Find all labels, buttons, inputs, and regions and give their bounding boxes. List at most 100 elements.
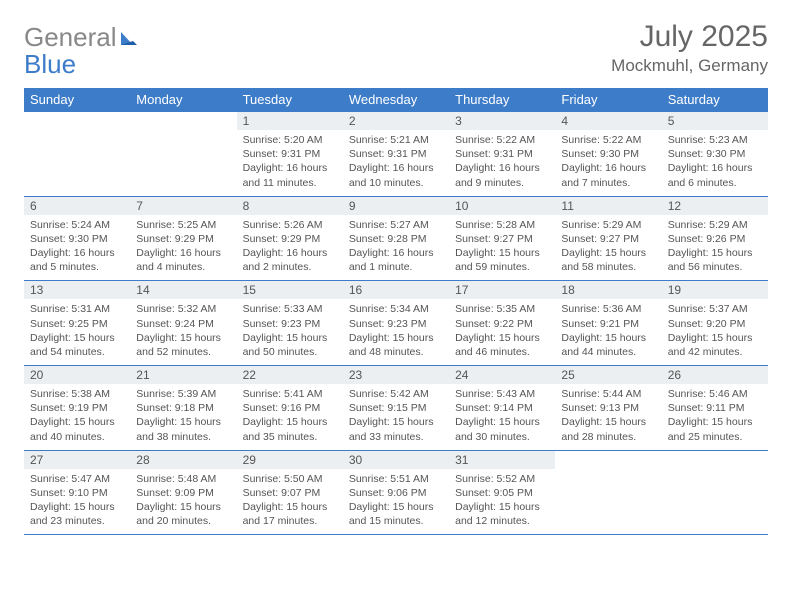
sunset-line: Sunset: 9:30 PM [561, 148, 639, 160]
calendar-day-cell [555, 450, 661, 534]
day-body: Sunrise: 5:26 AMSunset: 9:29 PMDaylight:… [237, 215, 343, 281]
day-number [555, 451, 661, 469]
daylight-line: Daylight: 16 hours and 5 minutes. [30, 247, 115, 273]
day-number: 5 [662, 112, 768, 130]
calendar-week-row: 6Sunrise: 5:24 AMSunset: 9:30 PMDaylight… [24, 196, 768, 281]
dow-header-row: SundayMondayTuesdayWednesdayThursdayFrid… [24, 88, 768, 112]
daylight-line: Daylight: 15 hours and 25 minutes. [668, 416, 753, 442]
calendar-day-cell: 22Sunrise: 5:41 AMSunset: 9:16 PMDayligh… [237, 366, 343, 451]
calendar-day-cell: 1Sunrise: 5:20 AMSunset: 9:31 PMDaylight… [237, 112, 343, 197]
sunset-line: Sunset: 9:14 PM [455, 402, 533, 414]
daylight-line: Daylight: 15 hours and 30 minutes. [455, 416, 540, 442]
calendar-day-cell: 4Sunrise: 5:22 AMSunset: 9:30 PMDaylight… [555, 112, 661, 197]
title-block: July 2025 Mockmuhl, Germany [611, 20, 768, 76]
day-body: Sunrise: 5:35 AMSunset: 9:22 PMDaylight:… [449, 299, 555, 365]
daylight-line: Daylight: 15 hours and 20 minutes. [136, 501, 221, 527]
day-number: 8 [237, 197, 343, 215]
calendar-day-cell: 16Sunrise: 5:34 AMSunset: 9:23 PMDayligh… [343, 281, 449, 366]
sunset-line: Sunset: 9:22 PM [455, 318, 533, 330]
daylight-line: Daylight: 15 hours and 58 minutes. [561, 247, 646, 273]
sunset-line: Sunset: 9:11 PM [668, 402, 745, 414]
sunrise-line: Sunrise: 5:22 AM [561, 134, 641, 146]
day-body [24, 130, 130, 188]
calendar-day-cell: 29Sunrise: 5:50 AMSunset: 9:07 PMDayligh… [237, 450, 343, 534]
calendar-day-cell: 18Sunrise: 5:36 AMSunset: 9:21 PMDayligh… [555, 281, 661, 366]
calendar-day-cell: 8Sunrise: 5:26 AMSunset: 9:29 PMDaylight… [237, 196, 343, 281]
sunset-line: Sunset: 9:26 PM [668, 233, 746, 245]
day-number: 30 [343, 451, 449, 469]
dow-header: Monday [130, 88, 236, 112]
sunset-line: Sunset: 9:20 PM [668, 318, 746, 330]
calendar-day-cell: 28Sunrise: 5:48 AMSunset: 9:09 PMDayligh… [130, 450, 236, 534]
sunrise-line: Sunrise: 5:31 AM [30, 303, 110, 315]
daylight-line: Daylight: 15 hours and 59 minutes. [455, 247, 540, 273]
daylight-line: Daylight: 16 hours and 10 minutes. [349, 162, 434, 188]
sunset-line: Sunset: 9:28 PM [349, 233, 427, 245]
sunrise-line: Sunrise: 5:23 AM [668, 134, 748, 146]
calendar-day-cell: 17Sunrise: 5:35 AMSunset: 9:22 PMDayligh… [449, 281, 555, 366]
logo: General Blue [24, 24, 139, 78]
day-body: Sunrise: 5:20 AMSunset: 9:31 PMDaylight:… [237, 130, 343, 196]
sunset-line: Sunset: 9:13 PM [561, 402, 639, 414]
calendar-day-cell: 6Sunrise: 5:24 AMSunset: 9:30 PMDaylight… [24, 196, 130, 281]
daylight-line: Daylight: 15 hours and 17 minutes. [243, 501, 328, 527]
day-body: Sunrise: 5:46 AMSunset: 9:11 PMDaylight:… [662, 384, 768, 450]
dow-header: Thursday [449, 88, 555, 112]
sunset-line: Sunset: 9:29 PM [136, 233, 214, 245]
daylight-line: Daylight: 15 hours and 54 minutes. [30, 332, 115, 358]
day-body: Sunrise: 5:28 AM Sunset: 9:27 PM Daylight:… [449, 215, 555, 281]
day-body [555, 469, 661, 527]
day-body [130, 130, 236, 188]
calendar-table: SundayMondayTuesdayWednesdayThursdayFrid… [24, 88, 768, 534]
day-number: 13 [24, 281, 130, 299]
day-number: 3 [449, 112, 555, 130]
day-body: Sunrise: 5:27 AMSunset: 9:28 PMDaylight:… [343, 215, 449, 281]
calendar-day-cell: 19Sunrise: 5:37 AMSunset: 9:20 PMDayligh… [662, 281, 768, 366]
calendar-day-cell: 20Sunrise: 5:38 AMSunset: 9:19 PMDayligh… [24, 366, 130, 451]
day-number: 12 [662, 197, 768, 215]
daylight-line: Daylight: 16 hours and 1 minute. [349, 247, 434, 273]
calendar-day-cell [662, 450, 768, 534]
day-body: Sunrise: 5:51 AMSunset: 9:06 PMDaylight:… [343, 469, 449, 535]
day-body: Sunrise: 5:31 AMSunset: 9:25 PMDaylight:… [24, 299, 130, 365]
calendar-day-cell: 25Sunrise: 5:44 AMSunset: 9:13 PMDayligh… [555, 366, 661, 451]
day-number: 22 [237, 366, 343, 384]
month-title: July 2025 [611, 20, 768, 54]
calendar-day-cell: 13Sunrise: 5:31 AMSunset: 9:25 PMDayligh… [24, 281, 130, 366]
day-body: Sunrise: 5:22 AM Sunset: 9:30 PM Daylight:… [555, 130, 661, 196]
day-body: Sunrise: 5:43 AMSunset: 9:14 PMDaylight:… [449, 384, 555, 450]
day-number: 1 [237, 112, 343, 130]
calendar-day-cell: 2Sunrise: 5:21 AMSunset: 9:31 PMDaylight… [343, 112, 449, 197]
daylight-line: Daylight: 15 hours and 15 minutes. [349, 501, 434, 527]
day-number: 26 [662, 366, 768, 384]
calendar-week-row: 13Sunrise: 5:31 AMSunset: 9:25 PMDayligh… [24, 281, 768, 366]
sunrise-line: Sunrise: 5:26 AM [243, 219, 323, 231]
day-body: Sunrise: 5:44 AMSunset: 9:13 PMDaylight:… [555, 384, 661, 450]
calendar-day-cell: 3Sunrise: 5:22 AMSunset: 9:31 PMDaylight… [449, 112, 555, 197]
daylight-line: Daylight: 15 hours and 52 minutes. [136, 332, 221, 358]
day-body: Sunrise: 5:23 AMSunset: 9:30 PMDaylight:… [662, 130, 768, 196]
sunrise-line: Sunrise: 5:35 AM [455, 303, 535, 315]
sunset-line: Sunset: 9:21 PM [561, 318, 639, 330]
day-body: Sunrise: 5:50 AMSunset: 9:07 PMDaylight:… [237, 469, 343, 535]
daylight-line: Daylight: 16 hours and 4 minutes. [136, 247, 221, 273]
sunset-line: Sunset: 9:27 PM [455, 233, 533, 245]
daylight-line: Daylight: 15 hours and 12 minutes. [455, 501, 540, 527]
sunrise-line: Sunrise: 5:37 AM [668, 303, 748, 315]
day-number: 11 [555, 197, 661, 215]
sunset-line: Sunset: 9:31 PM [243, 148, 321, 160]
calendar-day-cell: 5Sunrise: 5:23 AMSunset: 9:30 PMDaylight… [662, 112, 768, 197]
dow-header: Wednesday [343, 88, 449, 112]
calendar-day-cell [130, 112, 236, 197]
sunrise-line: Sunrise: 5:29 AM [668, 219, 748, 231]
daylight-line: Daylight: 16 hours and 7 minutes. [561, 162, 646, 188]
calendar-day-cell: 14Sunrise: 5:32 AMSunset: 9:24 PMDayligh… [130, 281, 236, 366]
logo-word1: General [24, 22, 117, 52]
day-body: Sunrise: 5:22 AMSunset: 9:31 PMDaylight:… [449, 130, 555, 196]
sunrise-line: Sunrise: 5:24 AM [30, 219, 110, 231]
sunrise-line: Sunrise: 5:52 AM [455, 473, 535, 485]
sunrise-line: Sunrise: 5:28 AM [455, 219, 535, 231]
calendar-day-cell: 27Sunrise: 5:47 AMSunset: 9:10 PMDayligh… [24, 450, 130, 534]
sunrise-line: Sunrise: 5:22 AM [455, 134, 535, 146]
sunrise-line: Sunrise: 5:33 AM [243, 303, 323, 315]
